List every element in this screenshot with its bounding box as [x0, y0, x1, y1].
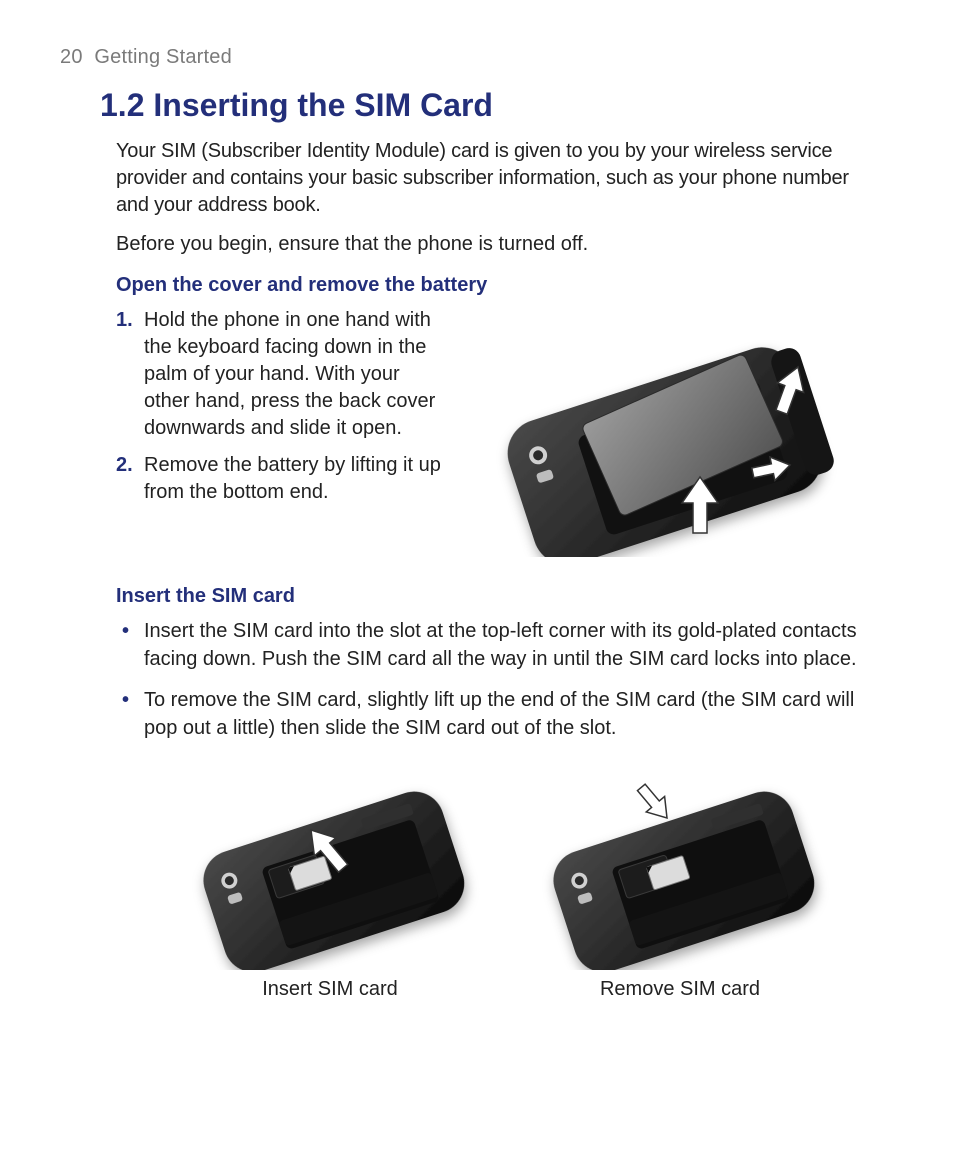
bullet-insert: Insert the SIM card into the slot at the… — [144, 618, 874, 673]
precondition-note: Before you begin, ensure that the phone … — [116, 231, 874, 258]
open-cover-row: 1. Hold the phone in one hand with the k… — [116, 307, 874, 557]
phone-insert-sim-icon — [175, 760, 485, 970]
section-title: 1.2 Inserting the SIM Card — [100, 87, 894, 124]
step-1-number: 1. — [116, 307, 133, 334]
fig-insert-sim: Insert SIM card — [175, 760, 485, 1001]
step-2-text: Remove the battery by lifting it up from… — [144, 454, 441, 503]
body: Your SIM (Subscriber Identity Module) ca… — [116, 138, 874, 1001]
caption-insert: Insert SIM card — [175, 978, 485, 1001]
manual-page: 20 Getting Started 1.2 Inserting the SIM… — [0, 0, 954, 1041]
running-header: 20 Getting Started — [60, 46, 894, 69]
chapter-name: Getting Started — [94, 46, 232, 68]
sim-figure-row: Insert SIM card — [136, 760, 874, 1001]
page-number: 20 — [60, 46, 83, 68]
open-cover-figure — [470, 307, 850, 557]
phone-open-cover-icon — [470, 307, 850, 557]
fig-remove-sim: Remove SIM card — [525, 760, 835, 1001]
sim-bullets: Insert the SIM card into the slot at the… — [116, 618, 874, 742]
step-2: 2. Remove the battery by lifting it up f… — [144, 452, 446, 506]
bullet-remove: To remove the SIM card, slightly lift up… — [144, 687, 874, 742]
intro-paragraph: Your SIM (Subscriber Identity Module) ca… — [116, 138, 874, 219]
caption-remove: Remove SIM card — [525, 978, 835, 1001]
open-cover-steps: 1. Hold the phone in one hand with the k… — [116, 307, 446, 516]
subhead-open-cover: Open the cover and remove the battery — [116, 274, 874, 297]
step-1-text: Hold the phone in one hand with the keyb… — [144, 309, 435, 439]
subhead-insert-sim: Insert the SIM card — [116, 585, 874, 608]
step-2-number: 2. — [116, 452, 133, 479]
phone-remove-sim-icon — [525, 760, 835, 970]
step-1: 1. Hold the phone in one hand with the k… — [144, 307, 446, 442]
